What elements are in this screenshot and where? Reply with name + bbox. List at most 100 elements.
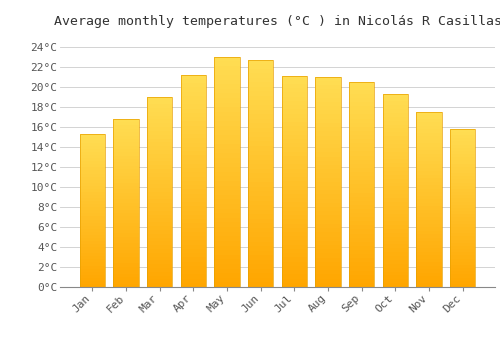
Bar	[282, 245, 307, 249]
Bar	[114, 176, 138, 179]
Bar	[180, 113, 206, 117]
Bar	[282, 84, 307, 88]
Bar	[316, 77, 340, 81]
Bar	[282, 147, 307, 152]
Bar	[214, 117, 240, 121]
Bar	[316, 199, 340, 203]
Bar	[180, 219, 206, 223]
Bar	[80, 180, 105, 183]
Bar	[282, 101, 307, 105]
Bar	[248, 150, 274, 155]
Bar	[382, 183, 408, 187]
Bar	[248, 91, 274, 96]
Bar	[349, 98, 374, 102]
Bar	[147, 142, 172, 146]
Bar	[349, 233, 374, 238]
Bar	[214, 236, 240, 241]
Bar	[114, 142, 138, 146]
Bar	[180, 257, 206, 261]
Bar	[282, 232, 307, 236]
Bar	[450, 208, 475, 211]
Bar	[80, 268, 105, 272]
Bar	[248, 237, 274, 241]
Bar	[180, 176, 206, 181]
Bar	[80, 226, 105, 229]
Bar	[147, 238, 172, 241]
Bar	[349, 250, 374, 254]
Bar	[248, 223, 274, 228]
Bar	[147, 146, 172, 150]
Bar	[316, 258, 340, 262]
Bar	[349, 131, 374, 135]
Bar	[248, 210, 274, 214]
Bar	[180, 155, 206, 160]
Bar	[147, 154, 172, 158]
Bar	[180, 138, 206, 142]
Bar	[450, 170, 475, 173]
Bar	[316, 127, 340, 131]
Bar	[80, 256, 105, 259]
Bar	[416, 189, 442, 192]
Bar	[450, 138, 475, 141]
Bar	[180, 151, 206, 155]
Bar	[214, 204, 240, 209]
Bar	[450, 163, 475, 167]
Bar	[147, 112, 172, 116]
Bar	[416, 248, 442, 252]
Bar	[80, 186, 105, 189]
Bar	[214, 218, 240, 223]
Bar	[382, 233, 408, 237]
Bar	[282, 88, 307, 92]
Bar	[316, 165, 340, 169]
Bar	[248, 160, 274, 164]
Bar	[248, 123, 274, 128]
Bar	[282, 164, 307, 169]
Bar	[450, 274, 475, 278]
Bar	[450, 167, 475, 170]
Bar	[450, 278, 475, 281]
Bar	[450, 189, 475, 192]
Bar	[114, 257, 138, 260]
Bar	[282, 274, 307, 279]
Bar	[180, 108, 206, 113]
Bar	[450, 132, 475, 135]
Bar	[450, 160, 475, 163]
Bar	[416, 241, 442, 245]
Bar	[316, 266, 340, 270]
Bar	[80, 189, 105, 192]
Bar	[248, 87, 274, 91]
Bar	[316, 245, 340, 249]
Bar	[416, 228, 442, 231]
Bar	[450, 198, 475, 202]
Bar	[114, 243, 138, 247]
Bar	[416, 171, 442, 175]
Bar	[316, 262, 340, 266]
Bar	[114, 186, 138, 189]
Bar	[80, 244, 105, 247]
Bar	[80, 140, 105, 143]
Bar	[316, 190, 340, 194]
Bar	[316, 98, 340, 102]
Bar	[349, 266, 374, 271]
Bar	[147, 222, 172, 226]
Bar	[147, 104, 172, 108]
Bar	[416, 129, 442, 133]
Bar	[147, 173, 172, 177]
Bar	[180, 223, 206, 228]
Bar	[282, 152, 307, 156]
Bar	[180, 228, 206, 232]
Bar	[114, 206, 138, 210]
Bar	[450, 284, 475, 287]
Bar	[80, 195, 105, 198]
Bar	[382, 268, 408, 272]
Bar	[382, 240, 408, 244]
Bar	[316, 224, 340, 228]
Bar	[214, 57, 240, 287]
Bar	[316, 152, 340, 156]
Bar	[147, 283, 172, 287]
Bar	[450, 227, 475, 230]
Bar	[80, 232, 105, 235]
Bar	[214, 84, 240, 89]
Bar	[147, 180, 172, 184]
Bar	[114, 166, 138, 169]
